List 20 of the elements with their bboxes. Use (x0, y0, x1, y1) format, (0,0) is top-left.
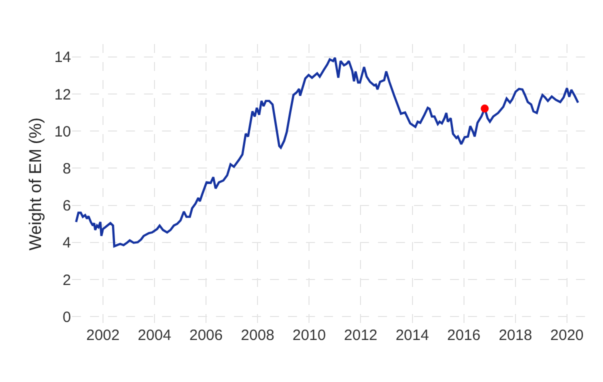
x-tick-label: 2012 (344, 327, 378, 344)
line-series (75, 56, 580, 248)
y-tick-label: 6 (62, 198, 71, 215)
x-tick-label: 2008 (240, 327, 274, 344)
x-tick-label: 2010 (292, 327, 326, 344)
x-tick-label: 2004 (138, 327, 172, 344)
y-tick-label: 14 (54, 49, 71, 66)
y-axis-title: Weight of EM (%) (26, 118, 45, 250)
x-tick-label: 2018 (498, 327, 532, 344)
x-tick-label: 2006 (189, 327, 223, 344)
y-tick-label: 0 (62, 308, 71, 326)
y-tick-label: 10 (54, 123, 71, 140)
y-tick-label: 12 (54, 86, 71, 104)
x-tick-label: 2014 (396, 327, 429, 344)
x-tick-label: 2016 (447, 327, 481, 344)
y-tick-label: 8 (62, 160, 71, 178)
y-tick-label: 4 (62, 234, 71, 252)
y-tick-label: 2 (62, 272, 71, 289)
x-tick-label: 2002 (86, 327, 120, 344)
x-tick-label: 2020 (550, 327, 584, 344)
